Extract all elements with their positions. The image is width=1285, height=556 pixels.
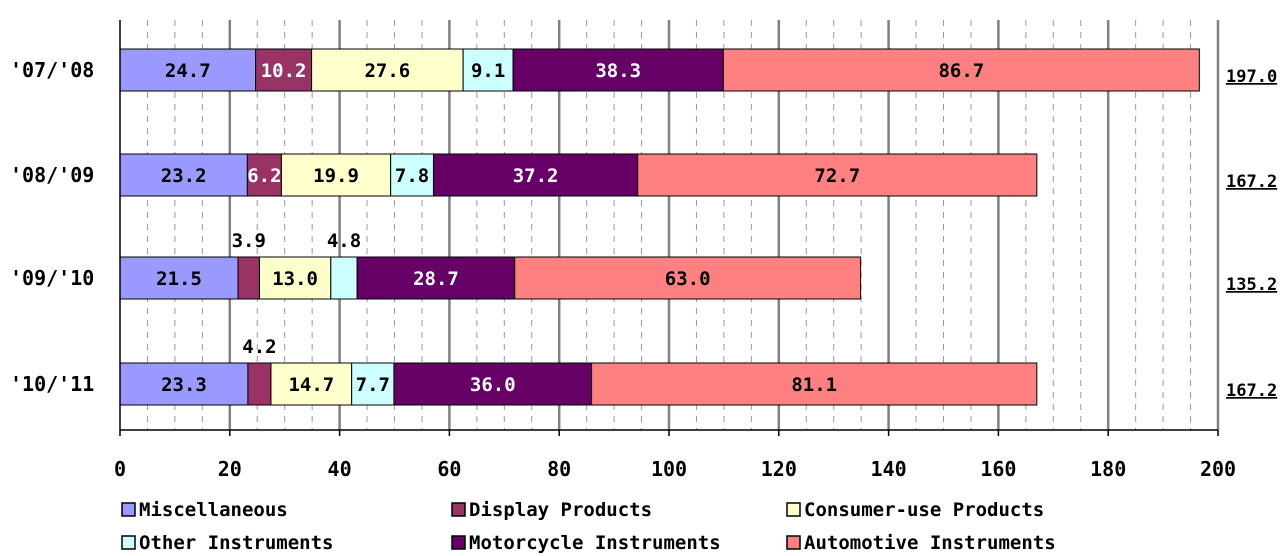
category-label: '08/'09 [10,163,94,187]
category-label: '09/'10 [10,266,94,290]
segment-value-label: 23.2 [161,165,207,187]
segment-value-label: 86.7 [938,60,984,82]
legend-label: Consumer-use Products [804,499,1044,521]
bar-segment [270,362,353,406]
x-tick-label: 120 [761,457,797,481]
bar-segment [393,362,593,406]
total-label: 197.0 [1226,67,1277,87]
total-label: 167.2 [1226,381,1277,401]
x-tick-label: 80 [547,457,571,481]
x-tick-label: 140 [871,457,907,481]
segment-value-label: 10.2 [261,60,307,82]
segment-value-label: 14.7 [288,374,334,396]
legend-label: Other Instruments [139,532,333,554]
legend-swatch [451,502,466,517]
bar-segment [258,256,332,300]
bar-segment [514,256,862,300]
bar-segment [722,48,1200,92]
category-label: '10/'11 [10,372,94,396]
x-tick-label: 160 [980,457,1016,481]
x-tick-label: 0 [114,457,126,481]
segment-value-label: 72.7 [814,165,860,187]
legend-swatch [121,535,136,550]
legend-swatch [451,535,466,550]
segment-value-label: 4.8 [327,230,361,252]
legend: Miscellaneous Display Products Consumer-us… [121,499,1056,554]
segment-value-label: 37.2 [513,165,559,187]
bar-segment [637,153,1038,197]
segment-value-label: 7.7 [356,374,390,396]
segment-value-label: 28.7 [413,268,459,290]
bar-segment [330,256,358,300]
x-tick-label: 200 [1200,457,1236,481]
bar-row: 24.7 10.2 27.6 9.1 38.3 86.7 [119,48,1200,92]
segment-value-label: 27.6 [364,60,410,82]
legend-swatch [121,502,136,517]
bar-segment [512,48,724,92]
bar-segment [311,48,464,92]
segment-value-label: 23.3 [161,374,207,396]
legend-item: Display Products [451,499,652,521]
bar-segment [119,256,239,300]
bars-layer: 24.7 10.2 27.6 9.1 38.3 86.7 23.2 6.2 19.9 7.8 37.… [119,48,1200,406]
x-tick-label: 180 [1090,457,1126,481]
bar-segment [119,153,248,197]
segment-value-label: 6.2 [247,165,281,187]
segment-value-label: 19.9 [313,165,359,187]
bar-segment [591,362,1038,406]
segment-value-label: 81.1 [791,374,837,396]
legend-label: Display Products [469,499,652,521]
segment-value-label: 7.8 [395,165,429,187]
bar-row: 21.5 3.9 13.0 4.8 28.7 63.0 [119,230,862,300]
segment-value-label: 13.0 [272,268,318,290]
axis-layer: '07/'08 197.0 '08/'09 167.2 '09/'10 135.2 '10/… [10,20,1277,481]
segment-value-label: 9.1 [471,60,505,82]
grid-layer [146,20,1220,430]
legend-item: Motorcycle Instruments [451,532,721,554]
segment-value-label: 21.5 [156,268,202,290]
legend-swatch [786,535,801,550]
legend-item: Other Instruments [121,532,333,554]
bar-segment [237,256,260,300]
x-tick-label: 100 [651,457,687,481]
bar-segment [356,256,516,300]
legend-item: Consumer-use Products [786,499,1044,521]
segment-value-label: 3.9 [232,230,266,252]
x-tick-label: 60 [437,457,461,481]
legend-item: Miscellaneous [121,499,288,521]
segment-value-label: 38.3 [595,60,641,82]
segment-value-label: 36.0 [470,374,516,396]
legend-label: Automotive Instruments [804,532,1056,554]
legend-item: Automotive Instruments [786,532,1056,554]
segment-value-label: 4.2 [242,336,276,358]
legend-label: Motorcycle Instruments [469,532,721,554]
bar-segment [462,48,514,92]
legend-swatch [786,502,801,517]
total-label: 135.2 [1226,275,1277,295]
bar-row: 23.2 6.2 19.9 7.8 37.2 72.7 [119,153,1038,197]
segment-value-label: 24.7 [165,60,211,82]
x-tick-label: 20 [218,457,242,481]
segment-value-label: 63.0 [665,268,711,290]
bar-row: 23.3 4.2 14.7 7.7 36.0 81.1 [119,336,1038,406]
total-label: 167.2 [1226,172,1277,192]
bar-segment [351,362,395,406]
bar-segment [247,362,272,406]
legend-label: Miscellaneous [139,499,288,521]
x-tick-label: 40 [328,457,352,481]
bar-segment [246,153,282,197]
category-label: '07/'08 [10,58,94,82]
